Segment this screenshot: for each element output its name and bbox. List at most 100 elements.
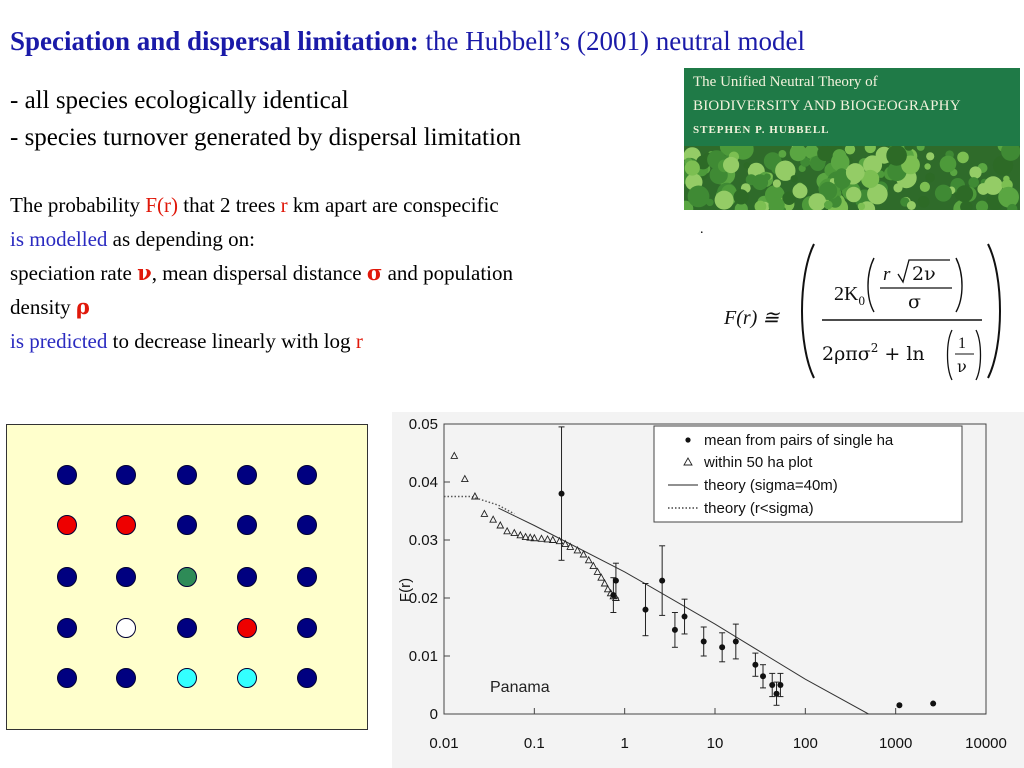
- canopy-blob: [808, 193, 827, 210]
- point-within-50ha: [589, 561, 598, 570]
- y-axis-label: F(r): [397, 578, 414, 602]
- para-line-1: The probability F(r) that 2 trees r km a…: [10, 188, 513, 222]
- grid-dot-navy: [237, 567, 257, 587]
- grid-dot-navy: [237, 465, 257, 485]
- legend-triangle-marker: [683, 457, 693, 466]
- canopy-blob: [782, 191, 796, 205]
- canopy-blob: [819, 181, 838, 200]
- grid-dot-navy: [177, 515, 197, 535]
- x-tick-label: 1000: [879, 735, 912, 752]
- canopy-blob: [804, 146, 819, 159]
- para-line-5: is predicted to decrease linearly with l…: [10, 324, 513, 358]
- title-rest: the Hubbell’s (2001) neutral model: [418, 26, 805, 56]
- grid-dot-navy: [116, 668, 136, 688]
- point-within-50ha: [579, 550, 588, 558]
- r-term: r: [355, 329, 363, 353]
- canopy-blob: [924, 163, 931, 170]
- sqrt-sign: [897, 259, 950, 284]
- canopy-blob: [960, 200, 973, 210]
- canopy-blob: [714, 190, 734, 210]
- canopy-blob: [926, 152, 935, 161]
- y-tick-label: 0.05: [409, 416, 438, 433]
- canopy-blob: [754, 200, 767, 210]
- canopy-blob: [925, 172, 935, 183]
- legend-label-1: mean from pairs of single ha: [704, 432, 894, 449]
- point-mean-single-ha: [752, 661, 759, 668]
- series-theory-sigma-40m: [498, 507, 986, 715]
- canopy-blob: [901, 155, 920, 175]
- predicted-term: is predicted: [10, 329, 108, 353]
- canopy-blob: [824, 200, 833, 210]
- right-paren: [987, 243, 1001, 379]
- para-line-3: speciation rate ν, mean dispersal distan…: [10, 256, 513, 290]
- point-mean-single-ha: [612, 577, 619, 584]
- point-mean-single-ha: [558, 490, 565, 497]
- point-within-50ha: [603, 584, 612, 593]
- canopy-blob: [723, 156, 740, 174]
- inner-left-paren: [867, 257, 875, 313]
- grid-dot-white: [116, 618, 136, 638]
- point-within-50ha: [566, 542, 575, 550]
- x-tick-label: 1: [620, 735, 628, 752]
- point-mean-single-ha: [760, 673, 767, 680]
- modelled-term: is modelled: [10, 227, 108, 251]
- canopy-blob: [743, 162, 750, 169]
- point-within-50ha: [470, 492, 479, 500]
- canopy-blob: [904, 146, 914, 151]
- canopy-blob: [934, 184, 952, 202]
- point-within-50ha: [510, 528, 519, 536]
- nu-symbol: ν: [137, 260, 152, 285]
- canopy-blob: [830, 152, 850, 172]
- text-run: density: [10, 295, 76, 319]
- point-within-50ha: [584, 555, 593, 564]
- fr-vs-distance-chart: 0 0.01 0.02 0.03 0.04 0.05 0.01 0.1 1 10 100 1000 10…: [392, 412, 1024, 768]
- tree-grid-panel: [6, 424, 368, 730]
- text-run: speciation rate: [10, 261, 138, 285]
- point-within-50ha: [526, 533, 535, 541]
- point-mean-single-ha: [642, 606, 649, 613]
- canopy-blob: [917, 196, 930, 208]
- point-within-50ha: [489, 515, 498, 523]
- grid-dot-navy: [237, 515, 257, 535]
- tree-dot-grid: [57, 465, 317, 688]
- grid-dot-navy: [57, 668, 77, 688]
- ln-right-paren: [975, 329, 982, 381]
- grid-dot-navy: [297, 515, 317, 535]
- grid-dot-navy: [116, 567, 136, 587]
- canopy-blob: [844, 146, 856, 155]
- canopy-blob: [1001, 146, 1020, 161]
- canopy-blob: [877, 170, 885, 178]
- canopy-blob: [684, 160, 700, 176]
- text-run: km apart are conspecific: [287, 193, 499, 217]
- point-within-50ha: [450, 451, 459, 459]
- x-tick-label: 0.1: [524, 735, 545, 752]
- numerator-sigma: σ: [908, 291, 921, 313]
- title-bold: Speciation and dispersal limitation:: [10, 26, 419, 56]
- y-tick-label: 0: [430, 706, 438, 723]
- point-within-50ha: [460, 474, 469, 483]
- para-line-4: density ρ: [10, 290, 513, 324]
- grid-dot-navy: [116, 465, 136, 485]
- grid-dot-navy: [57, 618, 77, 638]
- canopy-blob: [906, 201, 916, 210]
- point-within-50ha: [593, 567, 602, 575]
- sqrt-content: 2ν: [912, 263, 936, 285]
- grid-dot-green: [177, 567, 197, 587]
- grid-dot-cyan: [177, 668, 197, 688]
- text-run: The probability: [10, 193, 146, 217]
- text-run: and population: [382, 261, 514, 285]
- canopy-blob: [845, 163, 865, 182]
- text-run: that 2 trees: [177, 193, 281, 217]
- sigma-symbol: σ: [366, 260, 383, 285]
- point-within-50ha: [530, 533, 539, 542]
- book-title-line-1: The Unified Neutral Theory of: [693, 74, 878, 90]
- grid-dot-red: [57, 515, 77, 535]
- canopy-blob: [834, 171, 851, 189]
- point-within-50ha: [516, 530, 525, 539]
- rho-symbol: ρ: [75, 294, 90, 319]
- bullet-item-1: - all species ecologically identical: [10, 87, 349, 114]
- book-author: STEPHEN P. HUBBELL: [693, 124, 830, 136]
- canopy-blob: [775, 160, 796, 181]
- hubbell-formula: F(r) ≅ 2K0 r 2ν σ 2ρπσ2 + ln 1 ν: [723, 243, 1001, 381]
- grid-dot-navy: [57, 465, 77, 485]
